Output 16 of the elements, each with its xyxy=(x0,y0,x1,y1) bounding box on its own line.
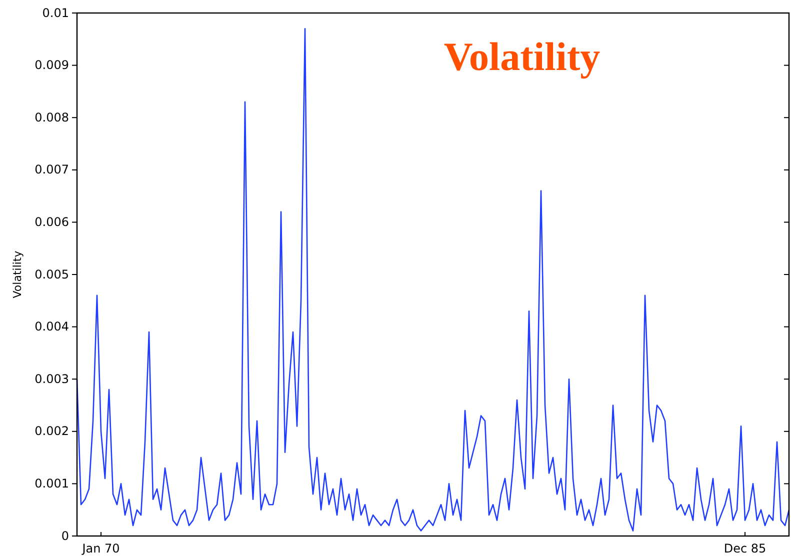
y-axis-title: Volatility xyxy=(11,250,24,298)
y-tick-label: 0 xyxy=(61,528,69,543)
y-tick-label: 0.01 xyxy=(42,6,69,20)
y-tick-label: 0.003 xyxy=(34,372,69,386)
y-tick-label: 0.004 xyxy=(34,320,69,334)
y-tick-label: 0.009 xyxy=(34,58,69,72)
y-tick-label: 0.005 xyxy=(34,267,69,282)
y-tick-label: 0.006 xyxy=(34,215,69,230)
x-tick-label: Dec 85 xyxy=(724,542,766,556)
y-tick-label: 0.007 xyxy=(34,162,69,177)
text: Volatility xyxy=(444,34,600,79)
y-tick-label: 0.001 xyxy=(34,476,69,491)
y-tick-label: 0.008 xyxy=(34,110,69,124)
line-series xyxy=(76,28,790,532)
x-tick-label: Jan 70 xyxy=(81,542,120,556)
y-tick-label: 0.002 xyxy=(34,424,69,438)
